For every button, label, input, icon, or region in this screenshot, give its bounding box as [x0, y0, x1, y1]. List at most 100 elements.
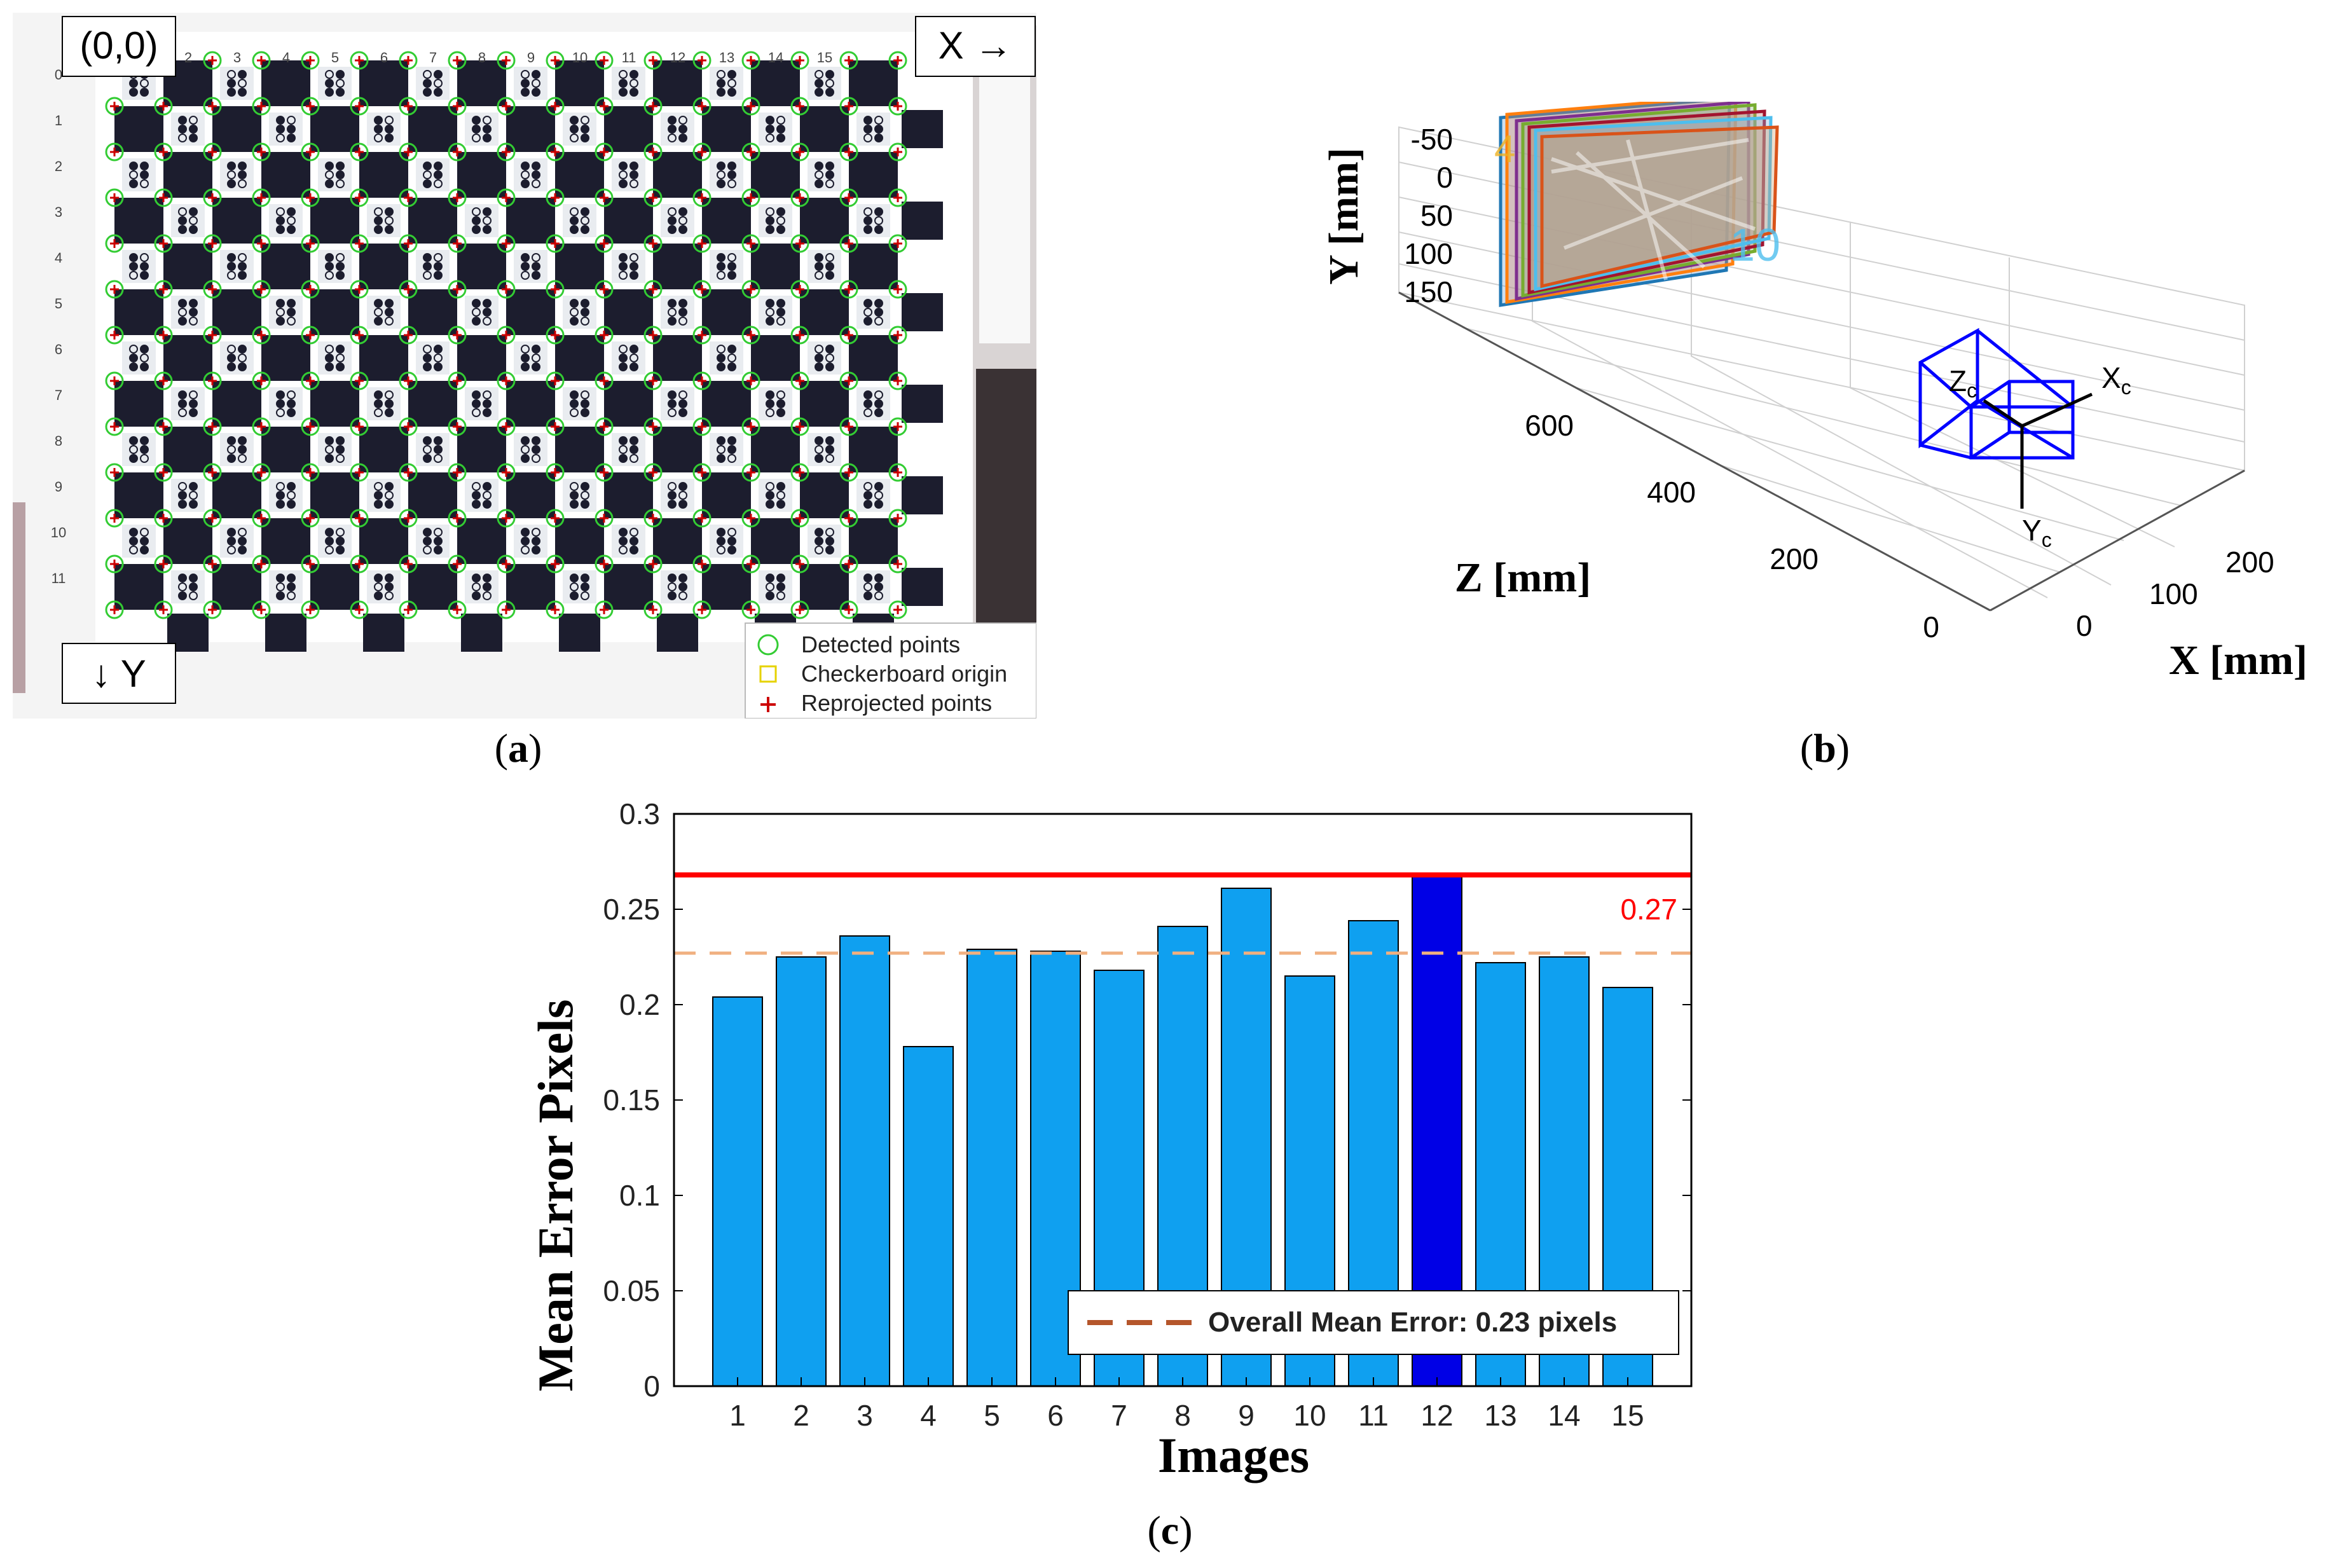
reprojected-point: [893, 193, 902, 202]
marker-dot: [874, 134, 883, 142]
reprojected-point: [355, 468, 364, 477]
reprojected-point: [257, 102, 266, 111]
reprojected-point: [159, 239, 168, 248]
detected-point: [448, 234, 467, 253]
marker-dot: [825, 362, 834, 371]
marker-dot: [863, 500, 872, 509]
detected-point: [252, 326, 271, 345]
detected-point: [595, 234, 614, 253]
reprojected-point: [208, 422, 217, 431]
marker-dot: [374, 582, 383, 591]
dark-square: [751, 152, 800, 198]
detected-point: [790, 554, 809, 574]
marker-dot: [227, 70, 236, 79]
detected-point: [643, 326, 663, 345]
marker-dot: [336, 79, 345, 88]
marker-dot: [668, 591, 677, 600]
y-tick-label: 0.1: [619, 1179, 660, 1212]
reprojected-point: [795, 514, 804, 523]
marker-dot: [287, 582, 296, 591]
marker-dot: [385, 134, 394, 142]
marker-dot: [766, 399, 774, 408]
detected-point: [595, 509, 614, 528]
reprojected-point: [844, 56, 853, 65]
reprojected-point: [893, 56, 902, 65]
detected-point: [154, 371, 173, 390]
detected-point: [105, 280, 124, 299]
dark-square: [751, 518, 800, 564]
marker-square: [367, 296, 401, 329]
reprojected-point: [306, 239, 315, 248]
marker-dot: [287, 317, 296, 326]
detected-point: [741, 371, 760, 390]
detected-point: [741, 188, 760, 207]
marker-dot: [276, 482, 285, 491]
marker-dot: [178, 574, 187, 582]
marker-dot: [483, 207, 492, 216]
marker-dot: [238, 546, 247, 554]
detected-point: [888, 280, 907, 299]
reprojected-point: [502, 468, 511, 477]
reprojected-point: [306, 56, 315, 65]
marker-dot: [619, 528, 628, 537]
marker-dot: [619, 170, 628, 179]
marker-dot: [276, 216, 285, 225]
marker-dot: [863, 317, 872, 326]
reprojected-point: [893, 239, 902, 248]
marker-square: [269, 113, 303, 146]
marker-dot: [776, 491, 785, 500]
marker-dot: [374, 317, 383, 326]
reprojected-point: [795, 148, 804, 156]
reprojected-point: [698, 102, 706, 111]
detected-point: [692, 417, 712, 436]
dark-square: [751, 60, 800, 106]
marker-dot: [863, 207, 872, 216]
marker-dot: [619, 354, 628, 362]
dark-square: [163, 335, 212, 381]
marker-dot: [678, 125, 687, 134]
marker-dot: [570, 299, 579, 308]
marker-square: [269, 479, 303, 512]
dark-square: [506, 472, 555, 518]
caption-c-open: (: [1147, 1508, 1161, 1553]
marker-dot: [189, 390, 198, 399]
detected-point: [203, 280, 222, 299]
marker-dot: [385, 116, 394, 125]
dark-square: [653, 427, 702, 472]
detected-point: [105, 554, 124, 574]
dark-square: [800, 381, 849, 427]
reprojected-point: [746, 514, 755, 523]
dark-square: [261, 244, 310, 289]
row-number: 11: [52, 570, 66, 586]
marker-dot: [140, 179, 149, 188]
marker-square: [808, 341, 841, 375]
reprojected-point: [649, 605, 657, 614]
marker-dot: [678, 408, 687, 417]
marker-dot: [766, 408, 774, 417]
marker-dot: [678, 574, 687, 582]
reprojected-point: [795, 422, 804, 431]
marker-square: [416, 525, 450, 558]
marker-dot: [129, 546, 138, 554]
marker-dot: [276, 299, 285, 308]
detected-point: [546, 188, 565, 207]
marker-dot: [287, 116, 296, 125]
marker-dot: [619, 70, 628, 79]
detected-point: [252, 600, 271, 619]
marker-dot: [140, 362, 149, 371]
reprojected-point: [600, 285, 609, 294]
marker-dot: [385, 582, 394, 591]
detected-point: [839, 417, 858, 436]
marker-dot: [874, 482, 883, 491]
detected-point: [301, 417, 320, 436]
reprojected-point: [110, 376, 119, 385]
marker-square: [856, 570, 890, 603]
marker-square: [856, 113, 890, 146]
marker-dot: [325, 537, 334, 546]
marker-dot: [678, 390, 687, 399]
caption-a-open: (: [494, 726, 508, 771]
reprojected-point: [893, 148, 902, 156]
marker-square: [220, 525, 254, 558]
marker-dot: [570, 308, 579, 317]
dark-square: [604, 472, 653, 518]
